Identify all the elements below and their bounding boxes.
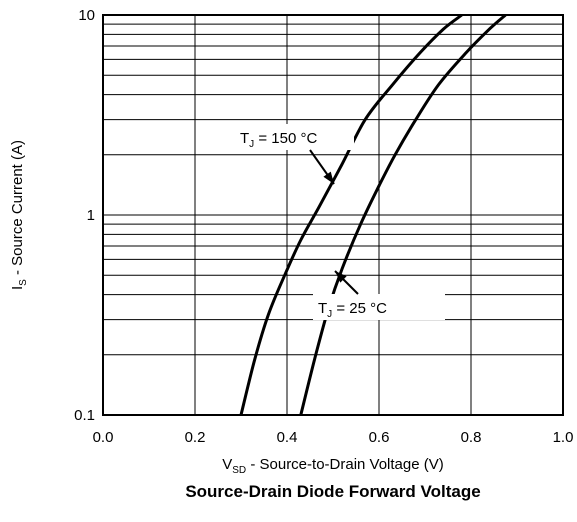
annotation-arrow-150c <box>309 149 335 185</box>
x-tick-label: 1.0 <box>553 429 574 446</box>
annotation-arrow-25c <box>334 270 359 295</box>
series-line-150c <box>239 13 463 416</box>
annotation-label-150c: TJ = 150 °C <box>240 130 317 150</box>
x-tick-label: 0.6 <box>369 429 390 446</box>
plot-frame <box>102 14 564 416</box>
y-tick-label: 0.1 <box>74 407 95 424</box>
x-tick-label: 0.8 <box>461 429 482 446</box>
tick-labels: 0.0 0.2 0.4 0.6 0.8 1.0 0.1 1 10 <box>74 7 573 446</box>
x-tick-label: 0.2 <box>185 429 206 446</box>
y-axis-label: IS - Source Current (A) <box>9 140 29 290</box>
y-tick-label: 1 <box>87 207 95 224</box>
annotations: TJ = 150 °C TJ = 25 °C <box>236 124 445 320</box>
grid <box>103 15 563 415</box>
y-tick-label: 10 <box>78 7 95 24</box>
x-axis-label: VSD - Source-to-Drain Voltage (V) <box>222 456 444 476</box>
x-tick-label: 0.0 <box>93 429 114 446</box>
chart-title: Source-Drain Diode Forward Voltage <box>185 482 480 501</box>
annotation-label-25c: TJ = 25 °C <box>318 300 387 320</box>
x-tick-label: 0.4 <box>277 429 298 446</box>
